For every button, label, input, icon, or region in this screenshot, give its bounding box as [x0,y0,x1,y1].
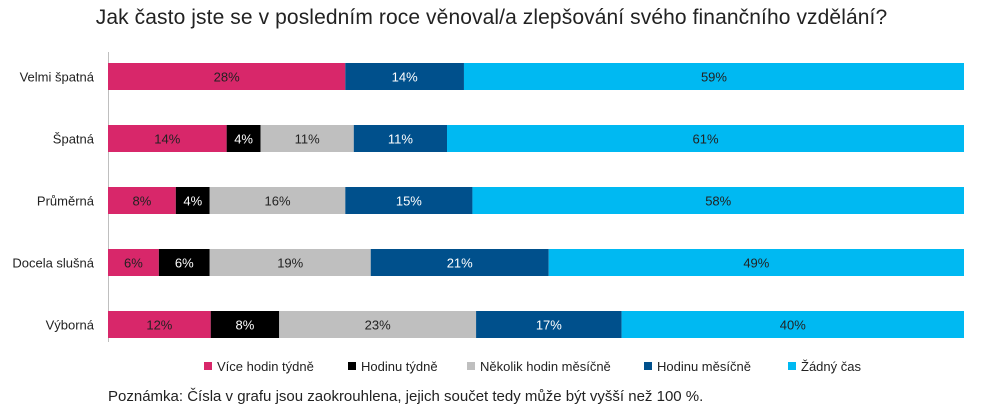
bar-segment [370,249,549,276]
data-label: 12% [146,318,172,333]
data-label: 21% [447,256,473,271]
data-label: 4% [234,132,253,147]
category-label: Výborná [46,318,95,333]
bar-segment [463,63,964,90]
data-label: 14% [392,70,418,85]
legend-label: Žádný čas [801,359,861,374]
data-label: 11% [295,132,320,147]
data-label: 23% [365,318,391,333]
bar-segment [476,311,622,338]
data-label: 61% [692,132,718,147]
bar-segment [345,63,464,90]
bar-segment [279,311,477,338]
legend-swatch [467,362,475,370]
bar-segment [108,249,159,276]
category-label: Docela slušná [12,256,94,271]
legend-label: Více hodin týdně [217,359,314,374]
bar-segment [345,187,473,214]
legend-swatch [644,362,652,370]
bar-segment [210,311,280,338]
bar-segment [108,187,176,214]
bar-segment [108,125,227,152]
data-label: 11% [388,132,413,147]
bar-segment [108,311,211,338]
data-label: 6% [124,256,143,271]
category-label: Špatná [53,132,95,147]
legend-swatch [348,362,356,370]
data-label: 14% [154,132,180,147]
legend-label: Hodinu týdně [361,359,438,374]
data-label: 59% [701,70,727,85]
chart-note: Poznámka: Čísla v grafu jsou zaokrouhlen… [108,388,704,405]
category-label: Průměrná [37,194,95,209]
data-label: 15% [396,194,422,209]
bar-segment [548,249,964,276]
data-label: 16% [264,194,290,209]
data-label: 17% [536,318,562,333]
chart-title: Jak často jste se v posledním roce věnov… [95,6,888,29]
bar-segment [260,125,354,152]
legend-label: Několik hodin měsíčně [480,359,611,374]
bar-segment [472,187,964,214]
legend-label: Hodinu měsíčně [657,359,751,374]
bar-segment [447,125,964,152]
legend-swatch [204,362,212,370]
bar-segment [226,125,261,152]
data-label: 49% [743,256,769,271]
data-label: 40% [780,318,806,333]
bar-segment [158,249,210,276]
data-label: 8% [236,318,255,333]
data-label: 19% [277,256,303,271]
legend-swatch [788,362,796,370]
bar-segment [209,249,371,276]
data-label: 8% [133,194,152,209]
data-label: 28% [214,70,240,85]
data-label: 6% [175,256,194,271]
bar-segment [209,187,346,214]
bar-segment [621,311,964,338]
data-label: 4% [183,194,202,209]
bar-segment [175,187,210,214]
bar-segment [108,63,346,90]
category-label: Velmi špatná [20,70,95,85]
bar-segment [353,125,448,152]
data-label: 58% [705,194,731,209]
